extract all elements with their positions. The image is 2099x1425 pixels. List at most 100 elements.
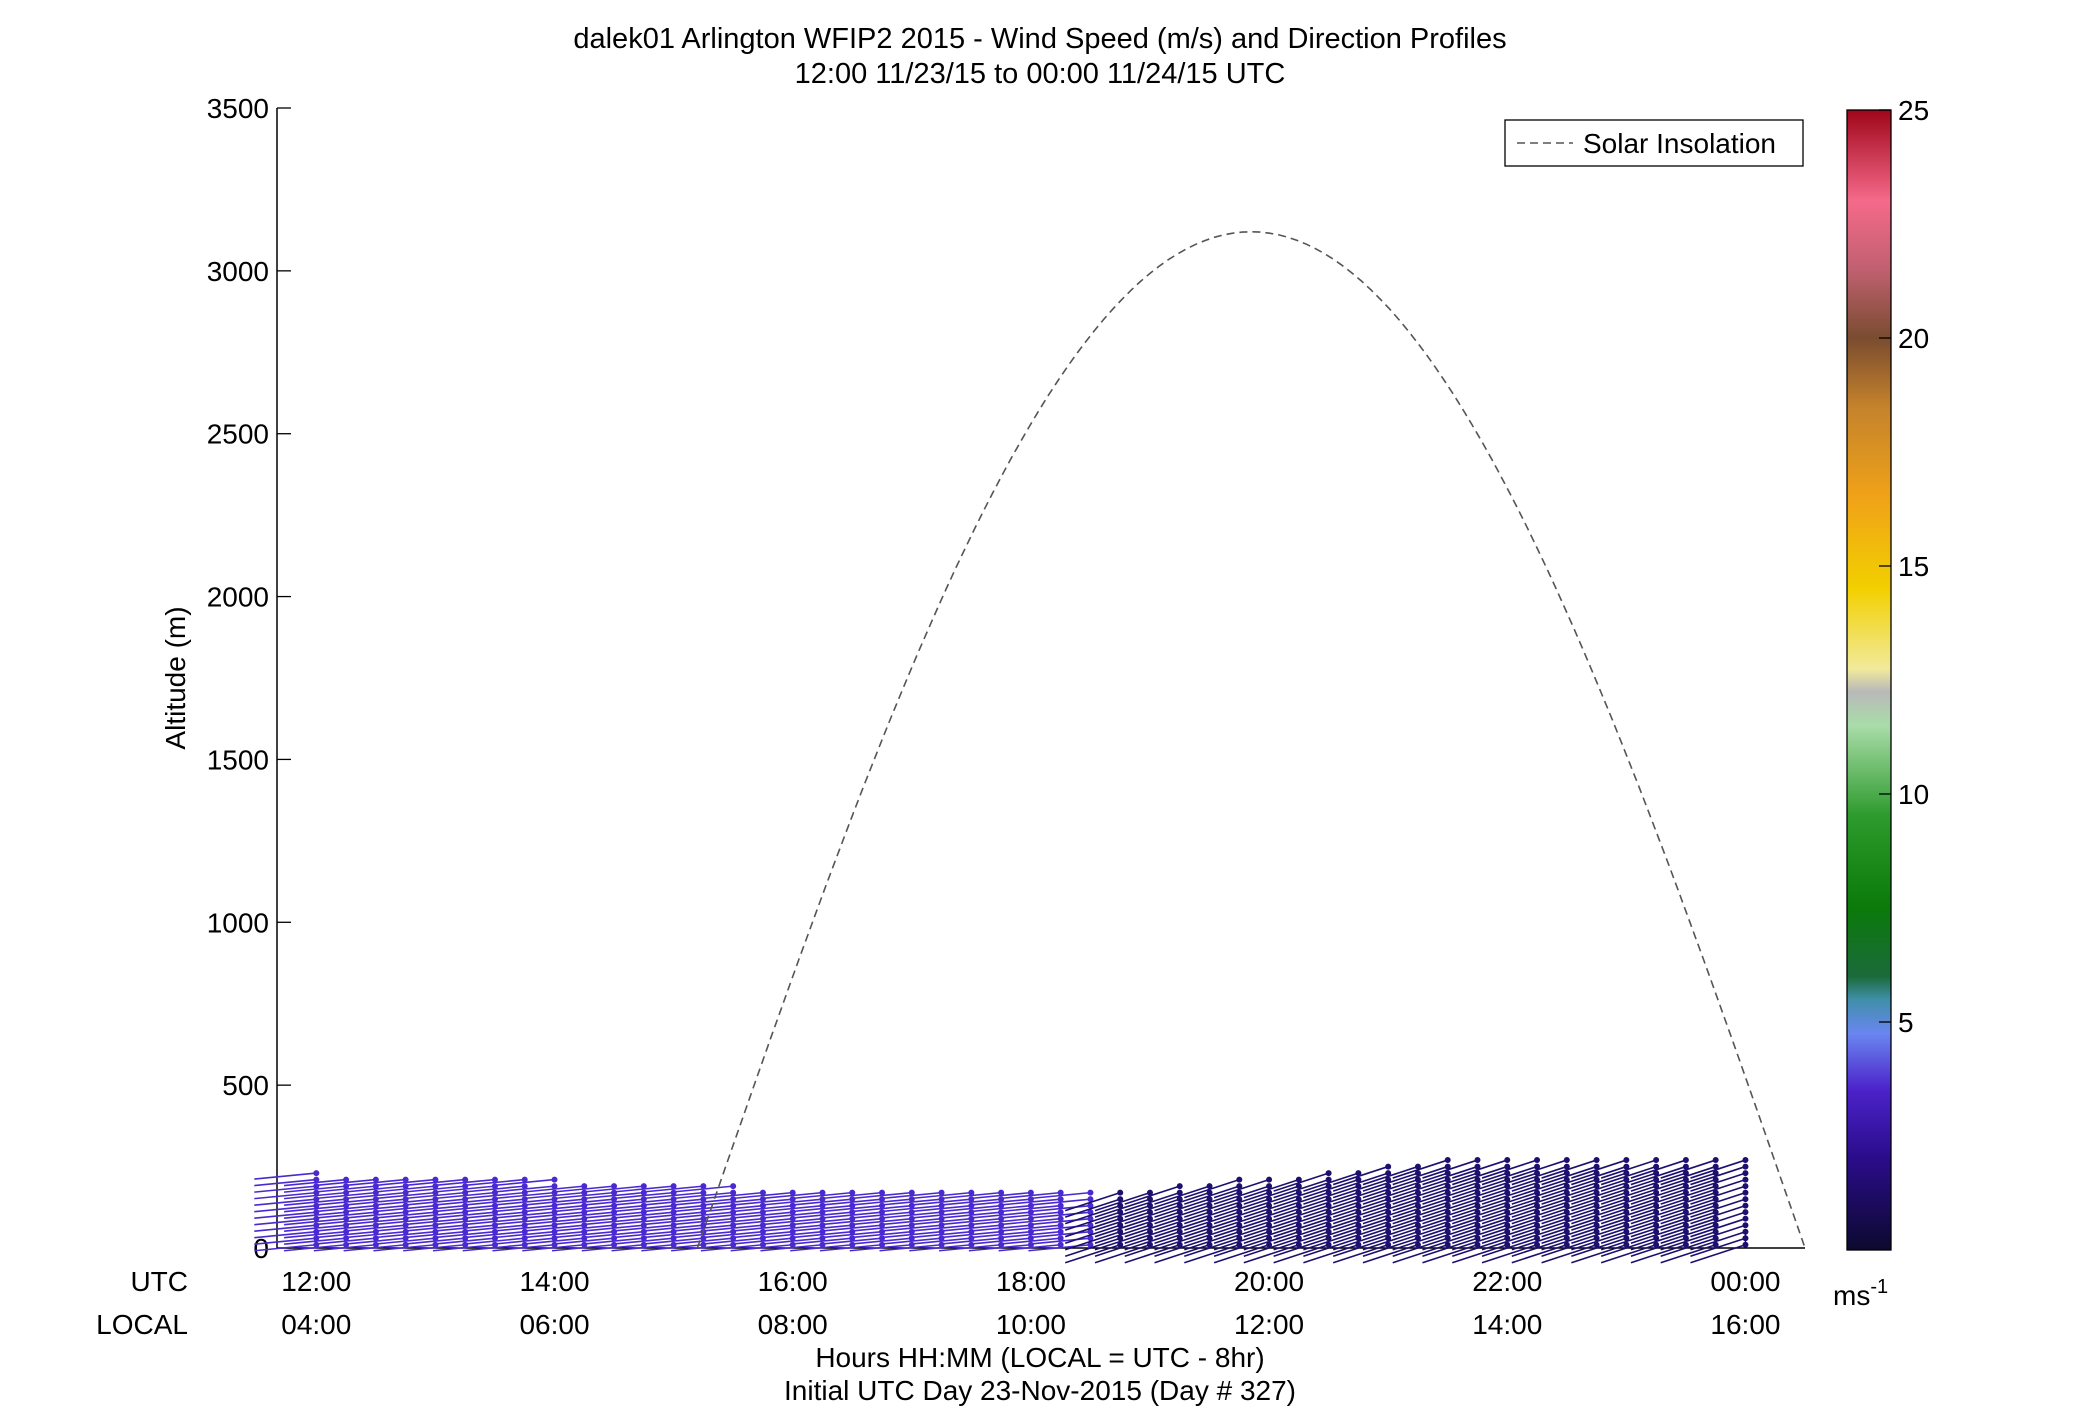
wind-barb-dot bbox=[1534, 1241, 1541, 1248]
wind-barb bbox=[1422, 1159, 1478, 1179]
wind-barb-dot bbox=[1087, 1202, 1094, 1209]
wind-barb bbox=[879, 1224, 942, 1232]
wind-barb-dot bbox=[1712, 1170, 1719, 1177]
wind-barb-dot bbox=[1146, 1241, 1153, 1248]
wind-barb bbox=[641, 1217, 704, 1226]
wind-barb bbox=[1690, 1172, 1746, 1192]
wind-barb bbox=[254, 1224, 317, 1232]
wind-barb bbox=[1690, 1185, 1746, 1205]
wind-barb bbox=[581, 1198, 644, 1206]
wind-barb bbox=[1332, 1237, 1389, 1257]
wind-barb bbox=[1362, 1237, 1419, 1257]
wind-barb bbox=[343, 1191, 406, 1200]
wind-barb bbox=[849, 1204, 912, 1213]
wind-barb-dot bbox=[1712, 1241, 1719, 1248]
wind-barb bbox=[1094, 1237, 1151, 1257]
wind-barb bbox=[1422, 1224, 1478, 1244]
wind-barb bbox=[1362, 1178, 1419, 1199]
wind-barb-dot bbox=[1563, 1157, 1570, 1164]
wind-barb bbox=[1332, 1198, 1389, 1218]
wind-barb bbox=[522, 1185, 585, 1193]
wind-barb-dot bbox=[1414, 1228, 1421, 1235]
wind-barb bbox=[700, 1237, 763, 1246]
wind-barb-dot bbox=[1117, 1228, 1124, 1235]
wind-barb-dot bbox=[1504, 1183, 1511, 1190]
wind-profile bbox=[1303, 1170, 1362, 1264]
wind-barb bbox=[1481, 1198, 1538, 1218]
wind-barb bbox=[1028, 1217, 1091, 1226]
wind-barb-dot bbox=[1623, 1196, 1630, 1203]
wind-barb-dot bbox=[1057, 1202, 1064, 1209]
wind-barb-dot bbox=[1444, 1163, 1451, 1170]
wind-barb bbox=[1332, 1204, 1389, 1225]
wind-barb bbox=[1362, 1204, 1419, 1225]
wind-barb bbox=[432, 1185, 496, 1193]
solar-insolation-curve bbox=[696, 230, 1806, 1249]
wind-barb bbox=[492, 1185, 555, 1193]
wind-barb bbox=[522, 1237, 585, 1246]
wind-barb bbox=[373, 1204, 436, 1213]
wind-barb bbox=[1243, 1230, 1300, 1251]
wind-barb-dot bbox=[1623, 1209, 1630, 1216]
wind-barb-dot bbox=[1444, 1228, 1451, 1235]
wind-barb bbox=[1660, 1172, 1716, 1192]
wind-barb bbox=[551, 1211, 615, 1219]
wind-barb-dot bbox=[1653, 1202, 1660, 1209]
wind-barb bbox=[909, 1237, 972, 1246]
wind-barb bbox=[1511, 1230, 1568, 1251]
wind-barb-dot bbox=[1385, 1183, 1392, 1190]
wind-barb-dot bbox=[1087, 1215, 1094, 1222]
y-tick-label: 0 bbox=[253, 1233, 269, 1264]
wind-barb-dot bbox=[1325, 1176, 1332, 1183]
wind-barb bbox=[1184, 1224, 1240, 1244]
wind-barb bbox=[1452, 1178, 1508, 1199]
wind-barb bbox=[373, 1243, 436, 1252]
wind-barb bbox=[492, 1211, 555, 1219]
colorbar-gradient bbox=[1846, 109, 1892, 1251]
wind-barb bbox=[790, 1191, 853, 1200]
wind-barb bbox=[611, 1230, 674, 1239]
wind-barb-dot bbox=[1712, 1189, 1719, 1196]
wind-barb bbox=[1213, 1191, 1270, 1212]
wind-barb-dot bbox=[1712, 1183, 1719, 1190]
wind-barb bbox=[1184, 1237, 1240, 1257]
wind-profile bbox=[641, 1183, 707, 1252]
wind-barb bbox=[1362, 1165, 1419, 1186]
wind-barb-dot bbox=[551, 1176, 558, 1183]
wind-barb bbox=[1028, 1198, 1091, 1206]
wind-barb bbox=[1154, 1230, 1210, 1251]
wind-barb bbox=[760, 1191, 823, 1200]
wind-barb bbox=[1362, 1217, 1419, 1238]
wind-barb bbox=[1124, 1243, 1180, 1264]
wind-barb bbox=[343, 1185, 406, 1193]
wind-barb-dot bbox=[1176, 1241, 1183, 1248]
wind-barb-dot bbox=[1742, 1163, 1749, 1170]
wind-barb bbox=[1362, 1243, 1419, 1264]
wind-barb bbox=[730, 1217, 793, 1226]
wind-barb-dot bbox=[1593, 1183, 1600, 1190]
wind-barb bbox=[1303, 1243, 1359, 1264]
wind-barb bbox=[790, 1230, 853, 1239]
wind-barb bbox=[1511, 1217, 1568, 1238]
wind-barb bbox=[700, 1230, 763, 1239]
x-tick-label-local: 04:00 bbox=[281, 1309, 351, 1340]
wind-barb bbox=[730, 1230, 793, 1239]
wind-barb bbox=[403, 1204, 466, 1213]
wind-barb bbox=[1392, 1230, 1448, 1251]
wind-barb-dot bbox=[1504, 1228, 1511, 1235]
wind-barb bbox=[1660, 1243, 1716, 1264]
x-tick-label-utc: 12:00 bbox=[281, 1266, 351, 1297]
wind-barb bbox=[790, 1211, 853, 1219]
wind-barb-dot bbox=[1712, 1228, 1719, 1235]
wind-barb-dot bbox=[1712, 1163, 1719, 1170]
wind-barb-dot bbox=[1742, 1209, 1749, 1216]
wind-barb-dot bbox=[1355, 1222, 1362, 1229]
wind-barb bbox=[581, 1224, 644, 1232]
wind-barb-dot bbox=[1236, 1196, 1243, 1203]
wind-barb-dot bbox=[402, 1176, 409, 1183]
wind-barb-dot bbox=[1385, 1196, 1392, 1203]
wind-barb bbox=[1452, 1191, 1508, 1212]
wind-barb bbox=[968, 1237, 1031, 1246]
wind-barb bbox=[432, 1243, 496, 1252]
wind-barb bbox=[403, 1191, 466, 1200]
